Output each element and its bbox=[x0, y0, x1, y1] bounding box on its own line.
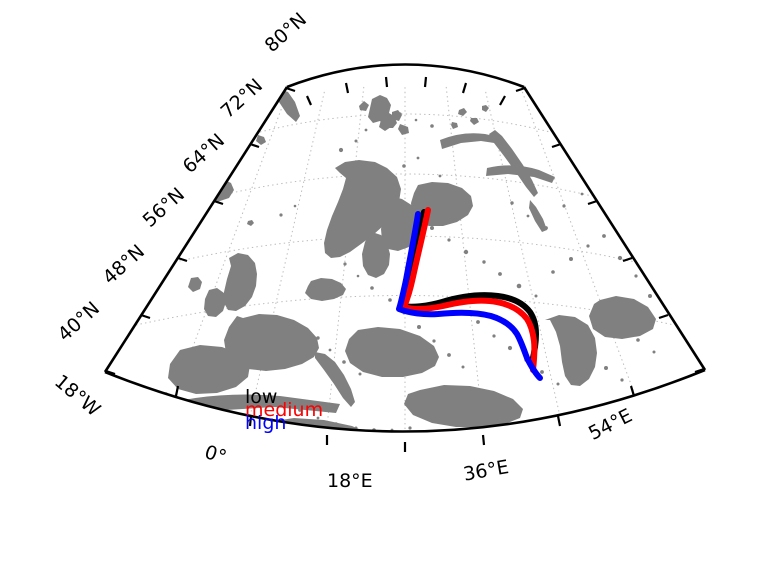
border-ticks-bottom bbox=[174, 385, 636, 452]
legend-label-high: high bbox=[245, 412, 287, 434]
border-ticks-right bbox=[515, 86, 705, 374]
graticule-parallels bbox=[135, 113, 675, 326]
legend-label-medium: medium bbox=[245, 399, 324, 421]
graticule-meridians bbox=[174, 84, 636, 432]
border-ticks-top bbox=[305, 76, 506, 106]
map-border bbox=[103, 63, 707, 433]
track-medium bbox=[401, 207, 538, 373]
track-high bbox=[396, 211, 543, 381]
legend-label-low: low bbox=[245, 386, 278, 408]
border-ticks-left bbox=[105, 86, 296, 376]
lon-label-18e: 18°E bbox=[327, 470, 373, 492]
